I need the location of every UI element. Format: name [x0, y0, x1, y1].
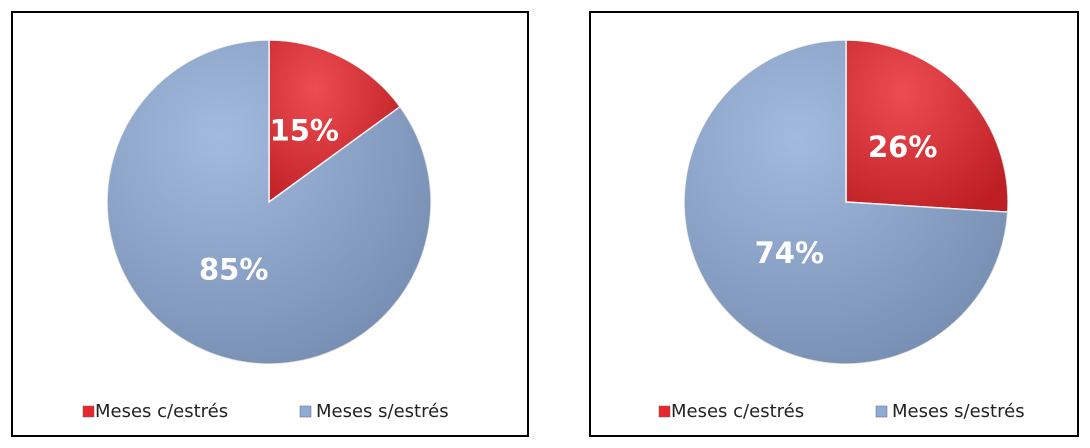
slice-shade: [846, 40, 1008, 213]
slice-label: 15%: [270, 114, 339, 148]
legend-swatch: [82, 405, 95, 418]
legend-label: Meses c/estrés: [95, 401, 228, 422]
legend-swatch: [875, 405, 888, 418]
legend-swatch: [299, 405, 312, 418]
slice-label: 85%: [199, 252, 268, 286]
legend-label: Meses s/estrés: [316, 401, 449, 422]
slice-shade: [269, 40, 401, 202]
slice-label: 26%: [868, 130, 937, 164]
slice-shade: [107, 40, 432, 364]
slice-shade: [684, 40, 1008, 364]
legend-label: Meses s/estrés: [892, 401, 1025, 422]
slice-label: 74%: [755, 236, 824, 270]
legend-swatch: [658, 405, 671, 418]
legend-label: Meses c/estrés: [671, 401, 804, 422]
